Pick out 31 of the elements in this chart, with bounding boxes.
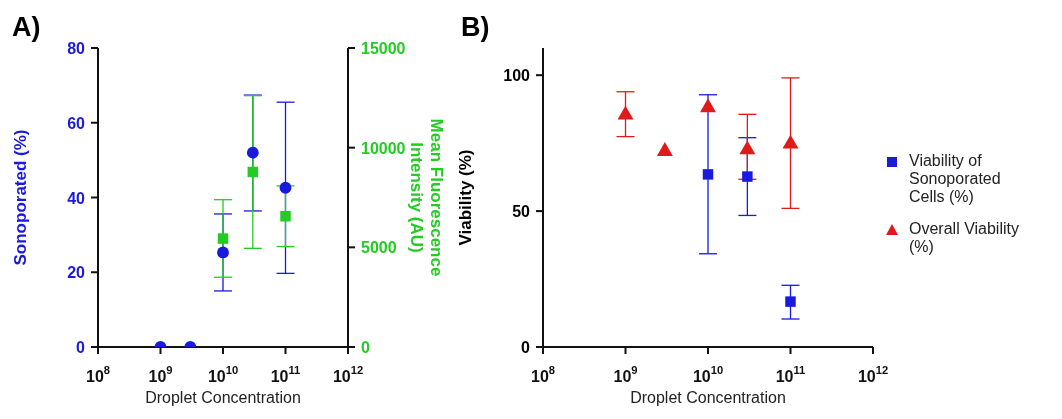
x-tick-label: 10$^{8}$ — [530, 364, 556, 385]
y2-tick-label: 0 — [361, 338, 370, 356]
x-tick-label: 10$^{9}$ — [148, 364, 173, 385]
x-tick-label: 10$^{10}$ — [692, 364, 724, 385]
y-axis-title: Sonoporated (%) — [11, 129, 31, 266]
y2-axis-title: Mean Fluorescence Intensity (AU) — [407, 118, 446, 277]
x-axis-title: Droplet Concentration — [145, 389, 301, 406]
chart-title: B) — [461, 12, 490, 43]
chart-title: A) — [12, 12, 41, 43]
x-tick-label: 10$^{10}$ — [207, 364, 239, 385]
y-axis-title: Viability (%) — [456, 149, 476, 246]
y2-tick-label: 10000 — [361, 139, 406, 157]
x-tick-label: 10$^{12}$ — [857, 364, 889, 385]
y2-tick-label: 5000 — [361, 238, 397, 256]
y-tick-label: 60 — [67, 114, 86, 132]
y-tick-label: 0 — [76, 338, 86, 356]
y-tick-label: 20 — [67, 263, 86, 281]
y-tick-label: 0 — [521, 338, 531, 356]
x-tick-label: 10$^{11}$ — [270, 364, 301, 385]
y-tick-label: 40 — [67, 189, 86, 206]
legend-label: Overall Viability (%) — [909, 219, 1020, 256]
y2-tick-label: 15000 — [361, 39, 406, 57]
x-tick-label: 10$^{11}$ — [775, 364, 806, 385]
x-tick-label: 10$^{12}$ — [332, 364, 364, 385]
x-tick-label: 10$^{8}$ — [85, 364, 111, 385]
y-tick-label: 50 — [512, 202, 531, 220]
y-tick-label: 100 — [503, 66, 531, 84]
legend-label: Viability of Sonoporated Cells (%) — [909, 151, 1002, 206]
x-tick-label: 10$^{9}$ — [613, 364, 638, 385]
x-axis-title: Droplet Concentration — [630, 389, 786, 406]
y-tick-label: 80 — [67, 39, 86, 57]
